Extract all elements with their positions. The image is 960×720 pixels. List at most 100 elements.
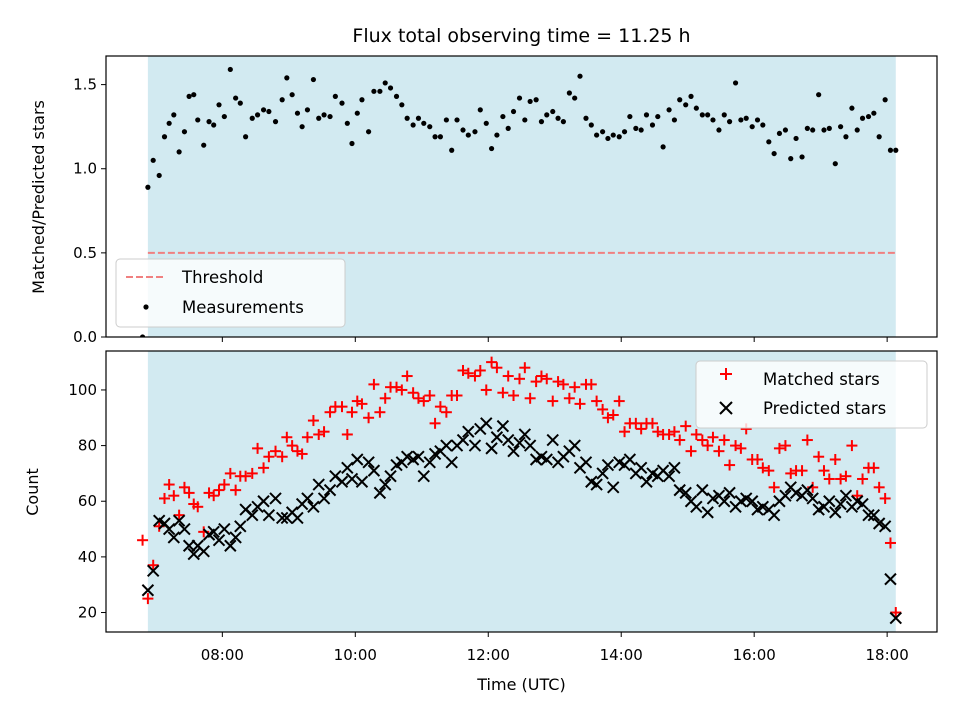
predicted-star-point — [291, 511, 304, 525]
measurement-point — [310, 76, 317, 83]
predicted-star-point — [590, 478, 603, 491]
x-tick-label: 12:00 — [467, 646, 510, 664]
matched-star-point — [246, 467, 258, 479]
x-tick-label: 08:00 — [201, 646, 244, 664]
measurement-point — [738, 117, 744, 123]
predicted-star-point — [579, 456, 593, 469]
measurement-point — [465, 132, 471, 138]
matched-star-point — [168, 490, 180, 502]
measurement-point — [865, 113, 872, 120]
measurement-point — [583, 115, 589, 121]
bottom-legend-box — [695, 360, 928, 429]
bottom-y-axis-label: Count — [23, 468, 42, 516]
measurement-point — [327, 113, 333, 120]
matched-star-point — [547, 395, 559, 407]
measurement-point — [454, 117, 460, 123]
measurement-point — [821, 127, 827, 133]
matched-star-point — [252, 442, 264, 454]
predicted-star-point — [872, 517, 886, 530]
predicted-star-point — [445, 456, 458, 469]
chart-title: Flux total observing time = 11.25 h — [352, 25, 690, 47]
predicted-stars-legend-swatch — [719, 401, 733, 415]
bottom-plot-frame — [105, 350, 938, 633]
matched-star-point — [286, 440, 298, 452]
matched-star-point — [574, 398, 586, 410]
measurement-point — [749, 124, 755, 130]
y-tick-label: 100 — [68, 381, 97, 399]
predicted-star-point — [834, 497, 847, 511]
measurement-point — [354, 110, 360, 116]
predicted-star-point — [501, 433, 515, 447]
x-axis-label: Time (UTC) — [476, 675, 565, 694]
matched-star-point — [796, 465, 808, 477]
predicted-star-point — [568, 439, 581, 452]
matched-star-point — [434, 401, 446, 413]
measurement-point — [399, 102, 405, 108]
measurement-point — [437, 134, 443, 140]
matched-star-point — [218, 479, 230, 491]
measurement-point — [483, 120, 489, 126]
measurement-point — [181, 129, 188, 135]
predicted-star-point — [496, 419, 510, 433]
matched-star-point — [346, 406, 358, 418]
matched-star-point — [879, 492, 891, 504]
measurement-point — [854, 127, 860, 133]
predicted-star-point — [412, 450, 425, 463]
measurement-point — [410, 122, 416, 128]
measurement-point — [432, 134, 438, 140]
predicted-star-point — [767, 508, 781, 522]
measurement-point — [782, 127, 789, 133]
matched-star-point — [480, 384, 492, 396]
predicted-star-point — [480, 417, 493, 430]
measurement-point — [522, 117, 528, 123]
matched-star-point — [374, 406, 386, 418]
measurement-point — [616, 134, 622, 140]
measurement-point — [494, 132, 500, 138]
matched-star-point — [763, 465, 775, 477]
measurement-point — [289, 92, 295, 98]
threshold-legend-label: Threshold — [181, 268, 263, 287]
matched-star-point — [630, 417, 642, 429]
top-legend-box — [115, 258, 346, 328]
measurement-point — [760, 122, 766, 128]
measurement-point — [771, 150, 777, 157]
predicted-star-point — [312, 478, 325, 491]
measurement-point — [743, 115, 749, 121]
predicted-star-point — [379, 478, 392, 491]
measurement-point — [610, 132, 616, 138]
matched-star-point — [451, 390, 463, 402]
matched-star-point — [685, 445, 697, 457]
measurement-point — [572, 95, 578, 101]
measurement-point — [359, 97, 365, 103]
matched-star-point — [718, 434, 730, 446]
matched-star-point — [857, 473, 869, 485]
matched-star-point — [530, 376, 542, 388]
measurement-point — [206, 119, 212, 125]
measurement-point — [671, 117, 678, 123]
predicted-star-point — [246, 508, 259, 522]
predicted-star-point — [806, 492, 819, 505]
matched-star-point — [597, 403, 609, 415]
matched-star-point — [829, 454, 841, 466]
measurement-point — [600, 129, 606, 135]
measurement-point — [566, 90, 572, 96]
predicted-star-point — [523, 439, 537, 452]
predicted-star-point — [679, 486, 692, 500]
matched-star-point — [514, 373, 526, 385]
measurement-point — [621, 129, 628, 135]
measurement-point — [260, 107, 267, 113]
measurement-point — [560, 119, 566, 125]
measurement-point — [594, 132, 600, 138]
measurement-point — [477, 107, 483, 113]
predicted-star-point — [162, 522, 176, 536]
matched-star-point — [591, 395, 603, 407]
measurement-point — [721, 112, 727, 118]
measurement-point — [415, 115, 422, 121]
predicted-star-point — [146, 564, 160, 577]
predicted-star-point — [884, 572, 897, 586]
measurement-point — [843, 134, 849, 140]
measurement-point — [404, 115, 410, 121]
predicted-star-point — [207, 525, 220, 539]
measurement-point — [299, 124, 305, 130]
